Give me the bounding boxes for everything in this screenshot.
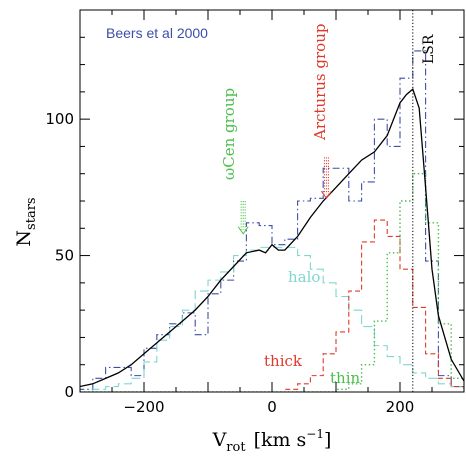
annotation-halo: halo — [288, 268, 320, 286]
x-axis-title-end: ] — [324, 429, 331, 451]
x-axis-title: Vrot [km s−1] — [212, 427, 332, 455]
annotation-thick: thick — [264, 352, 303, 370]
series-total-line — [80, 87, 464, 388]
series-beers-line — [80, 50, 464, 392]
x-axis-title-sup: −1 — [306, 427, 324, 441]
x-axis-title-main: V — [212, 429, 227, 451]
arrow-arcturus-head — [320, 190, 332, 200]
x-axis-title-units: [km s — [254, 429, 307, 451]
arrow-omegacen-head — [237, 226, 249, 235]
y-tick-label: 50 — [55, 247, 74, 265]
y-axis-title: Nstars — [13, 197, 39, 246]
y-axis-title-main: N — [13, 230, 35, 247]
series-halo-line — [80, 246, 464, 392]
annotation-omegacen: ωCen group — [220, 88, 238, 180]
x-tick-label: −200 — [123, 398, 164, 416]
x-axis-title-sub: rot — [226, 440, 246, 455]
series-group — [80, 10, 464, 392]
y-axis-title-sub: stars — [24, 197, 39, 230]
x-tick-label: 200 — [386, 398, 415, 416]
annotation-lsr: LSR — [421, 34, 437, 64]
annotation-source: Beers et al 2000 — [106, 25, 208, 41]
annotation-thin: thin — [330, 369, 360, 387]
x-tick-label: 0 — [267, 398, 277, 416]
y-tick-label: 100 — [45, 110, 74, 128]
y-tick-label: 0 — [64, 383, 74, 401]
plot-layer — [80, 10, 464, 392]
annotation-arcturus: Arcturus group — [311, 24, 329, 141]
axes-layer: −200 0 200 0 50 100 — [45, 9, 465, 416]
